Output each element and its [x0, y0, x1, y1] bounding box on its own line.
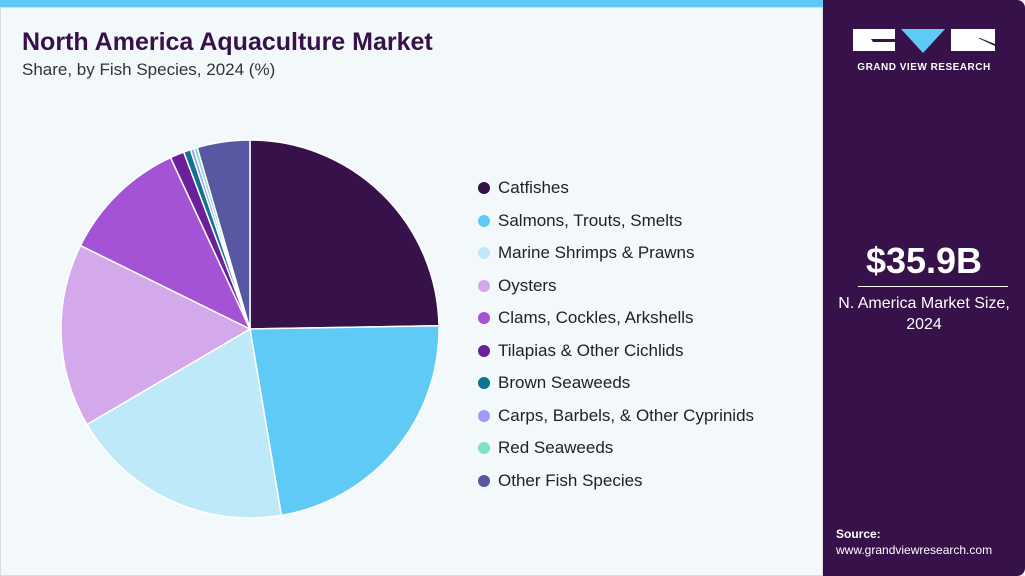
legend-label: Catfishes: [498, 178, 569, 198]
legend-label: Brown Seaweeds: [498, 373, 631, 393]
legend-item: Salmons, Trouts, Smelts: [478, 205, 754, 238]
legend-label: Salmons, Trouts, Smelts: [498, 210, 683, 230]
caption-line: N. America Market Size,: [838, 295, 1010, 312]
pie-chart: [60, 139, 440, 519]
legend-marker: [478, 409, 490, 422]
pie-slice-oysters: [60, 244, 252, 426]
legend-item: Brown Seaweeds: [478, 367, 754, 400]
pie-slice-salmons-trouts-smelts: [249, 324, 440, 517]
legend-marker: [478, 214, 490, 227]
legend-label: Clams, Cockles, Arkshells: [498, 308, 694, 328]
legend-marker: [478, 279, 490, 292]
sidebar: GRAND VIEW RESEARCH $35.9B N. America Ma…: [823, 0, 1025, 576]
legend-marker: [478, 442, 490, 455]
legend-marker: [478, 474, 490, 487]
legend-label: Oysters: [498, 275, 557, 295]
legend-marker: [478, 247, 490, 260]
source-link[interactable]: www.grandviewresearch.com: [836, 543, 993, 557]
legend-marker: [478, 182, 490, 195]
legend-item: Red Seaweeds: [478, 432, 754, 465]
chart-subtitle: Share, by Fish Species, 2024 (%): [22, 60, 276, 79]
legend-item: Oysters: [478, 270, 754, 303]
legend-label: Marine Shrimps & Prawns: [498, 243, 695, 263]
market-size-caption: N. America Market Size, 2024: [823, 293, 1025, 335]
pie-slice-marine-shrimps-prawns: [85, 327, 283, 519]
gvr-logo: [853, 29, 995, 53]
legend-item: Carps, Barbels, & Other Cyprinids: [478, 400, 754, 433]
legend-label: Tilapias & Other Cichlids: [498, 340, 684, 360]
legend-item: Catfishes: [478, 172, 754, 205]
divider: [858, 286, 1008, 287]
legend-marker: [478, 312, 490, 325]
legend-label: Carps, Barbels, & Other Cyprinids: [498, 405, 755, 425]
legend-label: Red Seaweeds: [498, 438, 614, 458]
market-size-value: $35.9B: [865, 240, 983, 281]
pie-slice-clams-cockles-arkshells: [79, 156, 252, 331]
chart-title: North America Aquaculture Market: [22, 28, 433, 56]
pie-slice-other-fish-species: [196, 139, 251, 330]
caption-year: 2024: [906, 316, 942, 333]
legend: Catfishes Salmons, Trouts, Smelts Marine S…: [478, 172, 754, 497]
source-label: Source:: [836, 527, 881, 541]
legend-item: Clams, Cockles, Arkshells: [478, 302, 754, 335]
brand-name: GRAND VIEW RESEARCH: [857, 62, 991, 73]
legend-label: Other Fish Species: [498, 470, 643, 490]
legend-item: Tilapias & Other Cichlids: [478, 335, 754, 368]
legend-item: Other Fish Species: [478, 465, 754, 498]
legend-item: Marine Shrimps & Prawns: [478, 237, 754, 270]
pie-slice-catfishes: [249, 139, 440, 330]
accent-bar: [0, 0, 823, 7]
legend-marker: [478, 344, 490, 357]
legend-marker: [478, 377, 490, 390]
